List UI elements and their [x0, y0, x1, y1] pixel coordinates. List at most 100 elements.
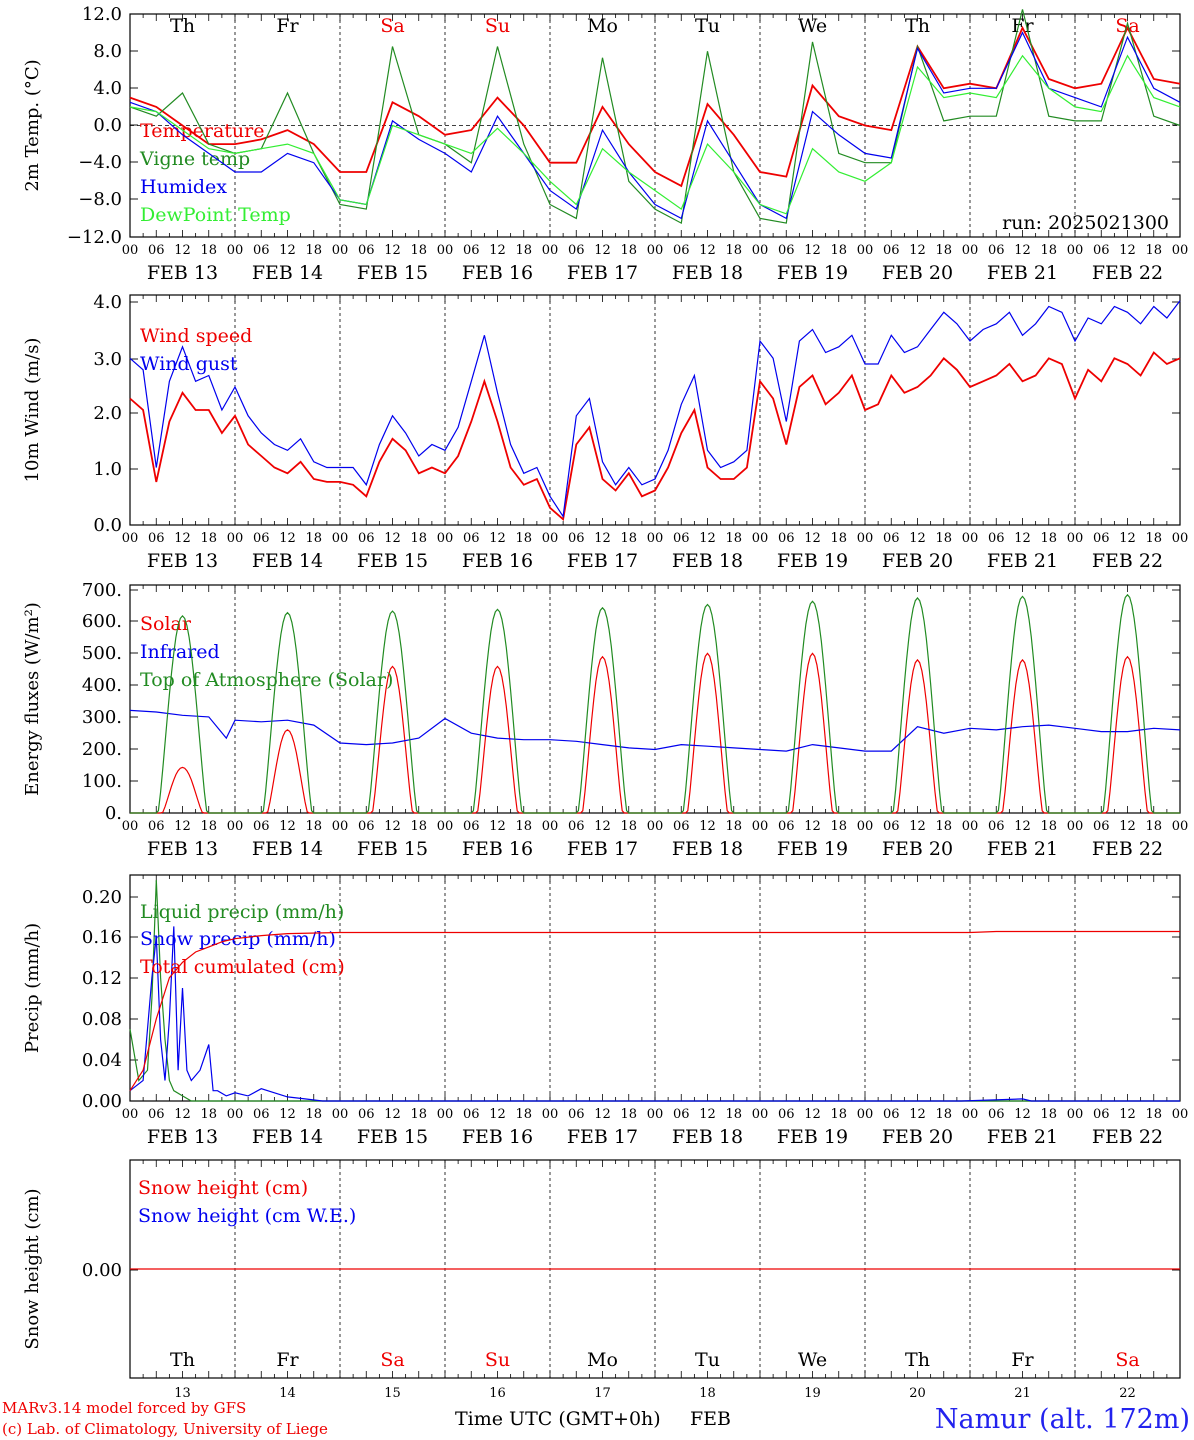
y-tick-label: 1.0 [93, 459, 122, 480]
x-hour-label: 18 [305, 819, 322, 834]
day-number-label: 16 [489, 1386, 506, 1401]
x-date-label: FEB 14 [252, 262, 323, 284]
x-hour-label: 18 [620, 531, 637, 546]
x-hour-label: 00 [122, 243, 139, 258]
x-hour-label: 00 [752, 819, 769, 834]
y-axis-title: Snow height (cm) [22, 1188, 43, 1349]
weekday-label: Th [905, 1349, 930, 1371]
weekday-label: Su [485, 1349, 510, 1371]
x-hour-label: 00 [1172, 1107, 1189, 1122]
y-tick-label: 0.0 [93, 115, 122, 136]
x-hour-label: 18 [620, 243, 637, 258]
weekday-label: Sa [380, 1349, 404, 1371]
x-hour-label: 00 [227, 819, 244, 834]
y-tick-label: 300. [82, 707, 122, 728]
x-hour-label: 12 [1014, 243, 1031, 258]
x-hour-label: 00 [1172, 531, 1189, 546]
x-hour-label: 18 [1040, 243, 1057, 258]
y-tick-label: −8.0 [78, 189, 122, 210]
weekday-label: Su [485, 15, 510, 37]
x-hour-label: 12 [489, 819, 506, 834]
x-hour-label: 06 [463, 531, 480, 546]
x-hour-label: 00 [332, 819, 349, 834]
x-hour-label: 00 [122, 531, 139, 546]
x-hour-label: 06 [253, 819, 270, 834]
x-hour-label: 18 [620, 1107, 637, 1122]
x-hour-label: 06 [568, 819, 585, 834]
x-hour-label: 12 [909, 531, 926, 546]
x-hour-label: 00 [1172, 243, 1189, 258]
x-hour-label: 06 [568, 1107, 585, 1122]
x-hour-label: 06 [148, 819, 165, 834]
x-hour-label: 00 [332, 531, 349, 546]
series-line [129, 351, 1181, 522]
legend-entry: Snow height (cm) [138, 1177, 308, 1199]
x-date-label: FEB 15 [357, 838, 428, 860]
y-axis-title: Precip (mm/h) [22, 923, 43, 1053]
footer-month: FEB [690, 1408, 731, 1430]
x-date-label: FEB 21 [987, 838, 1058, 860]
x-hour-label: 18 [830, 531, 847, 546]
x-date-label: FEB 16 [462, 262, 533, 284]
x-date-label: FEB 14 [252, 838, 323, 860]
weekday-label: Fr [276, 1349, 299, 1371]
y-tick-label: 0.04 [82, 1050, 122, 1071]
day-number-label: 19 [804, 1386, 821, 1401]
y-axis-title: 2m Temp. (°C) [22, 59, 43, 191]
x-hour-label: 18 [935, 531, 952, 546]
x-hour-label: 00 [542, 243, 559, 258]
x-hour-label: 06 [463, 819, 480, 834]
x-date-label: FEB 15 [357, 1126, 428, 1148]
x-hour-label: 12 [1014, 1107, 1031, 1122]
day-number-label: 20 [909, 1386, 926, 1401]
series-line [129, 709, 1181, 752]
chart-panel-3: 700. 600. 500. 400. 300. 200. 100. 0. Energy flu… [22, 580, 1188, 860]
legend-entry: Infrared [140, 641, 220, 663]
x-hour-label: 06 [568, 531, 585, 546]
x-hour-label: 00 [752, 531, 769, 546]
x-hour-label: 00 [752, 243, 769, 258]
x-hour-label: 12 [594, 1107, 611, 1122]
y-tick-label: 12.0 [82, 4, 122, 25]
x-hour-label: 00 [1067, 1107, 1084, 1122]
x-hour-label: 18 [1040, 1107, 1057, 1122]
y-tick-label: 100. [82, 771, 122, 792]
weekday-label: Tu [695, 1349, 720, 1371]
x-hour-label: 00 [542, 531, 559, 546]
y-tick-label: 4.0 [93, 292, 122, 313]
x-hour-label: 06 [253, 1107, 270, 1122]
series-line [129, 930, 1180, 1092]
weekday-label: Mo [587, 15, 618, 37]
x-date-label: FEB 13 [147, 838, 218, 860]
weekday-label: Th [170, 1349, 195, 1371]
x-hour-label: 06 [988, 243, 1005, 258]
x-hour-label: 00 [1067, 531, 1084, 546]
x-hour-label: 06 [1093, 1107, 1110, 1122]
x-hour-label: 00 [962, 243, 979, 258]
x-hour-label: 18 [410, 531, 427, 546]
x-hour-label: 06 [883, 1107, 900, 1122]
x-hour-label: 06 [148, 243, 165, 258]
x-date-label: FEB 22 [1092, 838, 1163, 860]
x-hour-label: 06 [358, 531, 375, 546]
x-hour-label: 12 [594, 243, 611, 258]
y-tick-label: 3.0 [93, 349, 122, 370]
x-hour-label: 06 [358, 819, 375, 834]
x-hour-label: 18 [725, 819, 742, 834]
x-hour-label: 06 [358, 1107, 375, 1122]
footer-axis-title: Time UTC (GMT+0h) [455, 1408, 661, 1430]
x-date-label: FEB 20 [882, 838, 953, 860]
legend-entry: Total cumulated (cm) [140, 956, 345, 978]
x-hour-label: 12 [279, 531, 296, 546]
x-hour-label: 06 [778, 1107, 795, 1122]
x-hour-label: 12 [804, 819, 821, 834]
x-hour-label: 06 [883, 819, 900, 834]
footer-copyright-line: (c) Lab. of Climatology, University of L… [2, 1420, 328, 1438]
x-hour-label: 18 [830, 1107, 847, 1122]
day-number-label: 18 [699, 1386, 716, 1401]
x-hour-label: 18 [1040, 819, 1057, 834]
x-hour-label: 12 [1119, 531, 1136, 546]
day-number-label: 14 [279, 1386, 296, 1401]
series-line [129, 926, 1180, 1102]
x-hour-label: 12 [279, 1107, 296, 1122]
